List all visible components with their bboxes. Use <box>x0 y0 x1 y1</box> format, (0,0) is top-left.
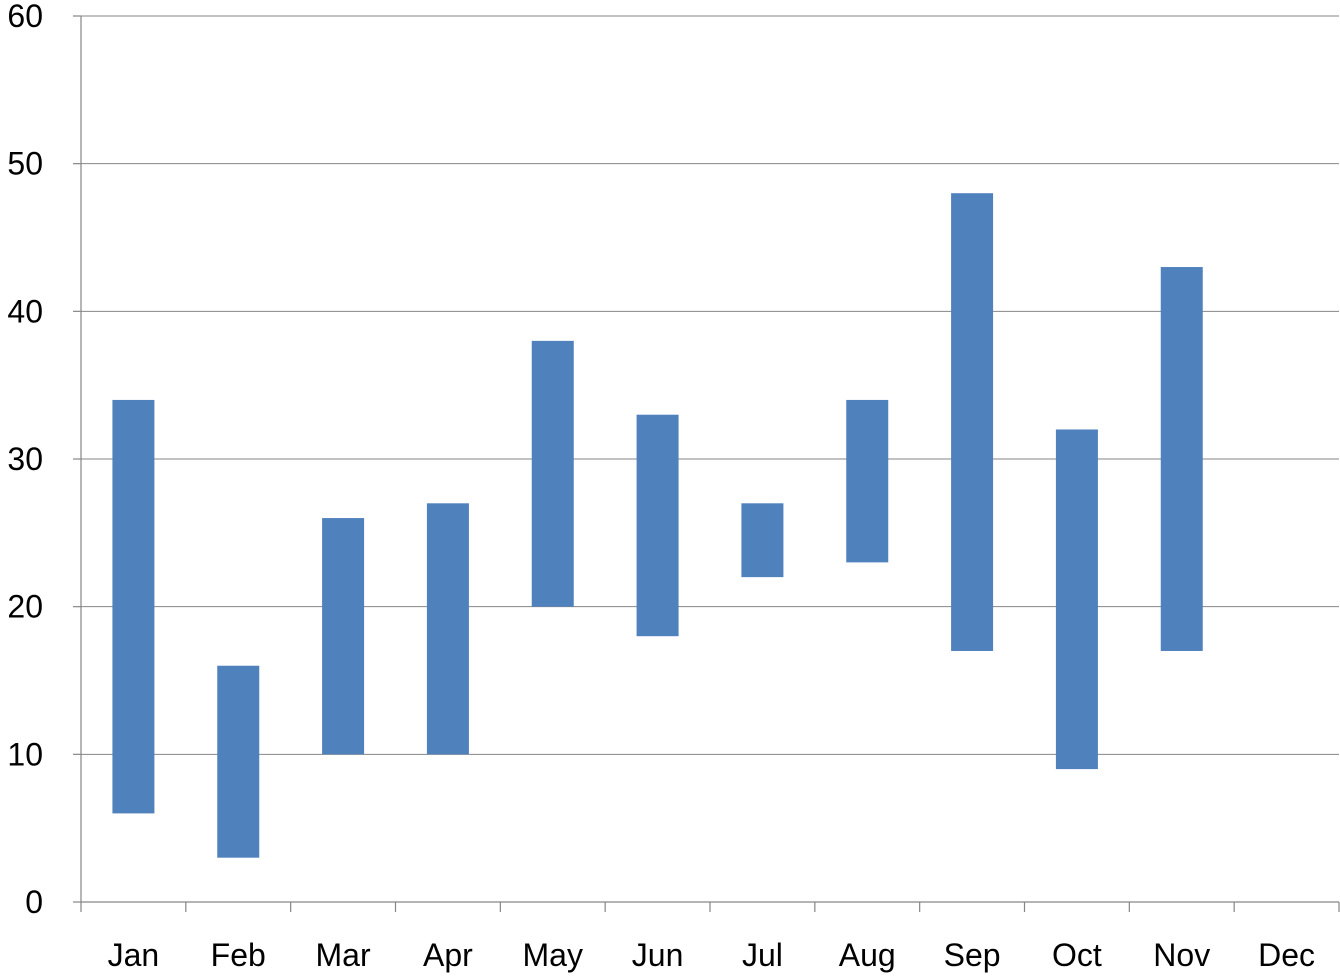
x-tick-label-oct: Oct <box>1052 937 1102 973</box>
gridlines <box>81 15 1339 755</box>
bar-nov <box>1160 267 1203 651</box>
x-tick-label-jun: Jun <box>632 937 684 973</box>
bar-may <box>531 340 574 607</box>
bar-jun <box>636 414 679 637</box>
y-tick-label-40: 40 <box>7 293 43 329</box>
x-tick-label-jan: Jan <box>108 937 160 973</box>
x-tick-label-feb: Feb <box>211 937 266 973</box>
bar-oct <box>1055 429 1098 770</box>
y-tick-label-0: 0 <box>25 884 43 920</box>
bar-jan <box>112 399 155 814</box>
y-tick-label-60: 60 <box>7 0 43 34</box>
range-bars <box>112 193 1203 858</box>
bar-feb <box>217 665 260 858</box>
x-tick-label-jul: Jul <box>742 937 783 973</box>
bar-mar <box>322 518 365 755</box>
x-tick-label-aug: Aug <box>839 937 896 973</box>
bar-aug <box>846 399 889 563</box>
x-tick-label-sep: Sep <box>944 937 1001 973</box>
y-axis-tick-labels: 0 10 20 30 40 50 60 <box>7 0 81 920</box>
x-tick-label-apr: Apr <box>423 937 473 973</box>
x-tick-label-dec: Dec <box>1258 937 1315 973</box>
x-axis-tick-labels: Jan Feb Mar Apr May Jun Jul Aug Sep Oct Nov Dec <box>80 902 1340 973</box>
x-tick-label-may: May <box>523 937 583 973</box>
y-tick-label-10: 10 <box>7 736 43 772</box>
bar-sep <box>951 193 994 651</box>
x-tick-label-nov: Nov <box>1153 937 1210 973</box>
y-tick-label-50: 50 <box>7 146 43 182</box>
x-tick-label-mar: Mar <box>316 937 371 973</box>
y-tick-label-30: 30 <box>7 441 43 477</box>
bar-jul <box>741 503 784 578</box>
bar-apr <box>426 503 469 755</box>
y-tick-label-20: 20 <box>7 589 43 625</box>
